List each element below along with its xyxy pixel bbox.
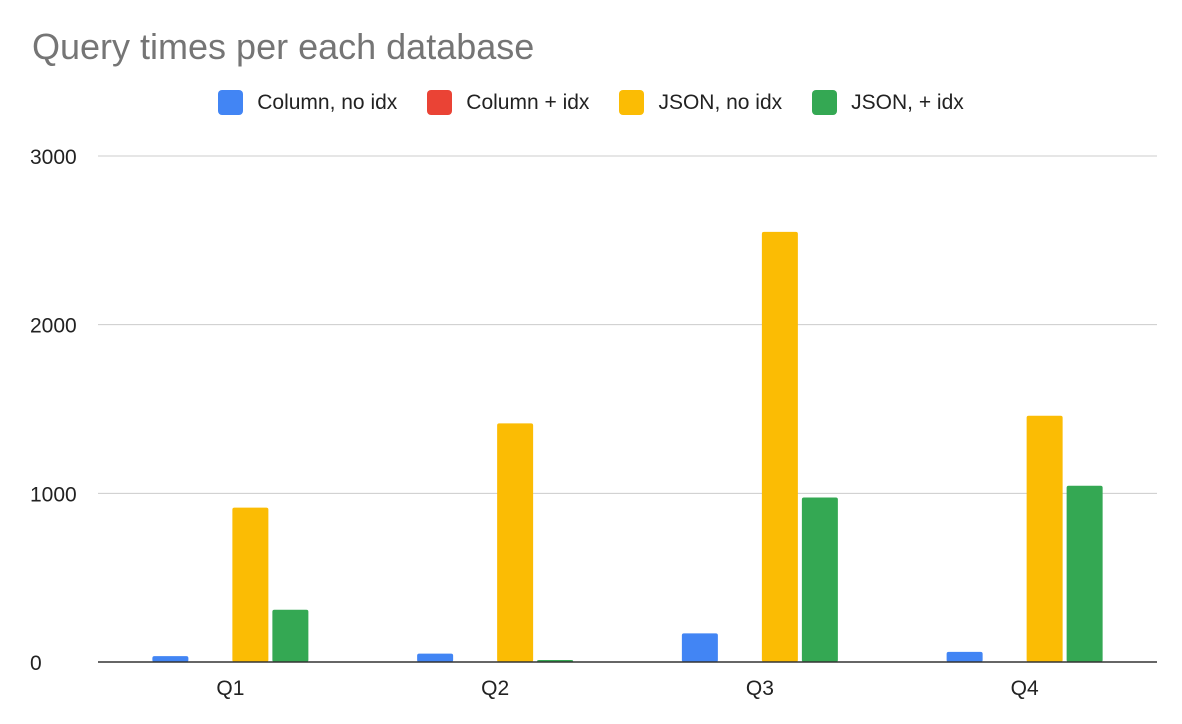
bar-column-no-idx-q4	[946, 651, 983, 662]
y-tick-label: 1000	[30, 483, 77, 506]
bar-json-idx-q4	[1066, 485, 1103, 662]
bar-json-no-idx-q1	[232, 507, 269, 662]
legend-item-json-idx[interactable]: JSON, + idx	[812, 90, 964, 115]
bar-column-no-idx-q2	[417, 653, 454, 662]
x-tick-label: Q2	[481, 677, 509, 700]
bar-json-no-idx-q2	[497, 423, 534, 662]
legend-item-column-idx[interactable]: Column + idx	[427, 90, 589, 115]
legend-swatch	[812, 90, 838, 115]
chart-title: Query times per each database	[32, 26, 535, 67]
legend-label: Column, no idx	[257, 90, 398, 114]
x-tick-label: Q3	[746, 677, 774, 700]
legend-label: JSON, no idx	[658, 90, 783, 114]
bar-json-idx-q3	[801, 497, 838, 662]
legend-item-column-no-idx[interactable]: Column, no idx	[218, 90, 397, 115]
y-tick-label: 0	[30, 652, 42, 675]
bar-json-idx-q1	[272, 609, 309, 662]
y-tick-label: 3000	[30, 146, 77, 169]
legend-label: JSON, + idx	[851, 90, 964, 114]
bar-json-no-idx-q3	[761, 231, 798, 662]
legend-item-json-no-idx[interactable]: JSON, no idx	[619, 90, 782, 115]
bar-column-no-idx-q3	[681, 633, 718, 662]
legend-swatch	[427, 90, 453, 115]
legend-swatch	[619, 90, 645, 115]
y-tick-label: 2000	[30, 315, 77, 338]
legend-label: Column + idx	[466, 90, 590, 114]
x-tick-label: Q4	[1011, 677, 1039, 700]
bar-json-no-idx-q4	[1026, 415, 1063, 662]
x-tick-label: Q1	[216, 677, 244, 700]
bar-column-no-idx-q1	[152, 656, 189, 662]
legend-swatch	[218, 90, 244, 115]
legend: Column, no idx Column + idx JSON, no idx…	[0, 90, 1182, 115]
